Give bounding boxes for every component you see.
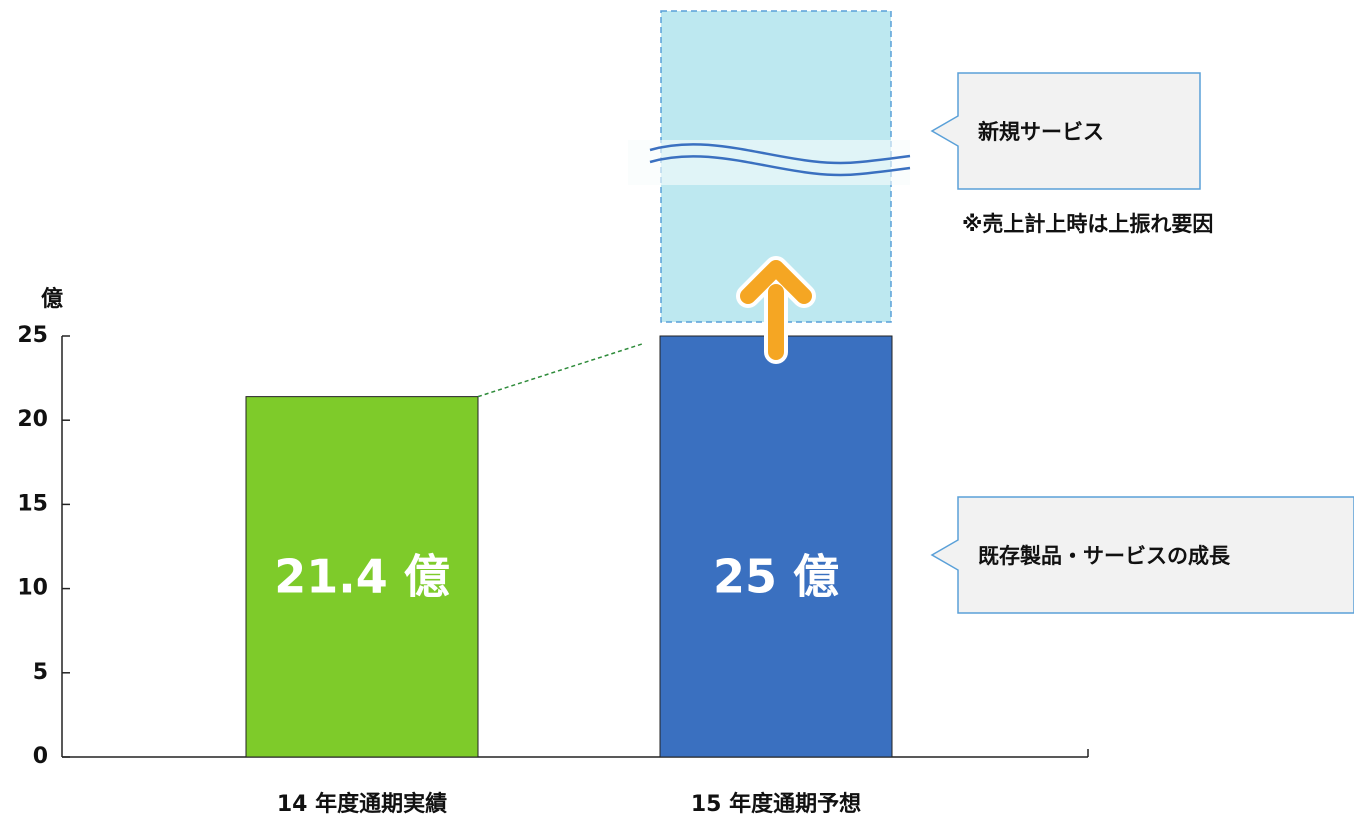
y-tick-label: 0: [33, 744, 48, 769]
y-tick-label: 25: [17, 323, 48, 348]
growth-arrow: [740, 260, 812, 360]
y-tick-label: 5: [33, 660, 48, 685]
x-tick-label: 14 年度通期実績: [277, 791, 447, 817]
value-label: 21.4 億: [274, 550, 450, 604]
y-unit-label: 億: [41, 286, 63, 312]
y-tick-label: 10: [17, 576, 48, 601]
callout-text: 新規サービス: [978, 120, 1104, 144]
callout-text: 既存製品・サービスの成長: [978, 544, 1231, 568]
x-tick-label: 15 年度通期予想: [691, 791, 861, 817]
bar: [245, 396, 479, 758]
y-tick-label: 20: [17, 407, 48, 432]
callout-box: [930, 496, 1354, 614]
wave-break: [649, 155, 911, 177]
note-text: ※売上計上時は上振れ要因: [962, 212, 1213, 236]
break-band: [628, 140, 910, 185]
callout-box: [930, 72, 1201, 190]
value-label: 25 億: [713, 550, 839, 604]
growth-line: [477, 343, 643, 398]
wave-break: [649, 143, 911, 165]
bar: [659, 335, 893, 758]
y-tick-label: 15: [17, 491, 48, 516]
